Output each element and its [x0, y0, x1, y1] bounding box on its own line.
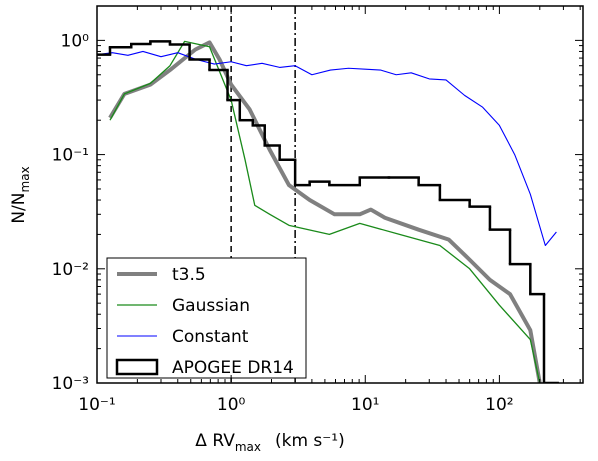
x-tick-label: 10² — [485, 395, 513, 415]
x-tick-label: 10¹ — [351, 395, 379, 415]
x-tick-label: 10⁰ — [217, 395, 246, 415]
plot-area — [97, 6, 559, 383]
x-tick-label: 10⁻¹ — [78, 395, 115, 415]
series-line — [109, 40, 541, 383]
y-label-sub: max — [18, 166, 32, 192]
x-label-main: Δ RV — [195, 431, 235, 451]
x-label-sub: max — [235, 440, 261, 454]
axes-frame — [96, 5, 584, 384]
legend-label: APOGEE DR14 — [172, 358, 294, 378]
legend-swatch — [115, 358, 159, 376]
x-label-unit: (km s⁻¹) — [275, 431, 345, 451]
legend-label: t3.5 — [172, 265, 206, 285]
y-tick-label: 10⁻² — [52, 260, 89, 280]
series-line — [97, 50, 557, 247]
y-tick-label: 10⁻³ — [52, 374, 89, 394]
x-axis-label: Δ RVmax (km s⁻¹) — [195, 431, 344, 454]
y-label-main: N/N — [9, 192, 29, 223]
legend-box — [106, 257, 307, 379]
legend-label: Gaussian — [172, 296, 250, 316]
y-tick-label: 10⁰ — [61, 31, 90, 51]
legend-label: Constant — [172, 327, 249, 347]
legend: t3.5 Gaussian Constant APOGEE DR14 — [106, 257, 307, 379]
y-tick-label: 10⁻¹ — [52, 146, 89, 166]
y-axis-label: N/Nmax — [9, 166, 32, 223]
